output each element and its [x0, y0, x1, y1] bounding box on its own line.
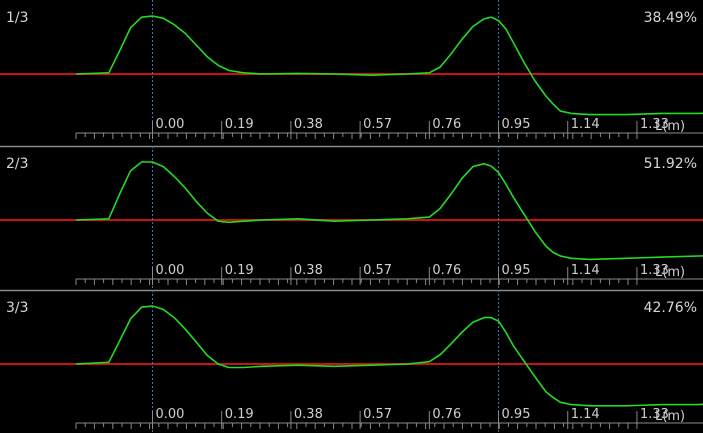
x-axis-unit: L(m): [655, 409, 685, 424]
trace-line: [75, 15, 703, 116]
x-tick-label: 1.33: [640, 263, 669, 278]
x-tick-label: 0.19: [225, 117, 254, 132]
x-tick-label: 1.14: [571, 263, 600, 278]
x-tick-label: 0.00: [155, 407, 184, 422]
trace-line: [75, 161, 703, 261]
x-tick-label: 0.76: [432, 263, 461, 278]
x-tick-label: 0.95: [502, 407, 531, 422]
x-tick-label: 1.14: [571, 407, 600, 422]
panel-label: 2/3: [6, 156, 29, 172]
x-tick-label: 0.19: [225, 407, 254, 422]
x-tick-label: 0.95: [502, 263, 531, 278]
x-tick-label: 0.57: [363, 407, 392, 422]
x-tick-label: 0.76: [432, 117, 461, 132]
panel-3: 0.00 0.19 0.38 0.57 0.76 0.95 1.14 1.33L(m) 3/3 4…: [0, 290, 703, 433]
panel-label: 1/3: [6, 10, 29, 26]
x-tick-label: 0.57: [363, 263, 392, 278]
x-tick-label: 0.00: [155, 263, 184, 278]
panel-2: 0.00 0.19 0.38 0.57 0.76 0.95 1.14 1.33L(m) 2/3 5…: [0, 146, 703, 290]
panel-percent: 42.76%: [644, 300, 697, 316]
x-tick-label: 0.19: [225, 263, 254, 278]
panel-label: 3/3: [6, 300, 29, 316]
x-axis-unit: L(m): [655, 265, 685, 280]
x-tick-label: 1.33: [640, 407, 669, 422]
panel-percent: 51.92%: [644, 156, 697, 172]
panel-percent: 38.49%: [644, 10, 697, 26]
x-tick-label: 0.38: [294, 263, 323, 278]
x-tick-label: 1.14: [571, 117, 600, 132]
x-tick-label: 0.95: [502, 117, 531, 132]
x-axis-unit: L(m): [655, 119, 685, 134]
x-tick-label: 0.00: [155, 117, 184, 132]
x-tick-label: 0.38: [294, 117, 323, 132]
x-tick-label: 1.33: [640, 117, 669, 132]
x-tick-label: 0.76: [432, 407, 461, 422]
x-tick-label: 0.38: [294, 407, 323, 422]
panel-1: 0.00 0.19 0.38 0.57 0.76 0.95 1.14 1.33L(m) 1/3 3…: [0, 0, 703, 144]
trace-line: [75, 305, 703, 407]
x-tick-label: 0.57: [363, 117, 392, 132]
